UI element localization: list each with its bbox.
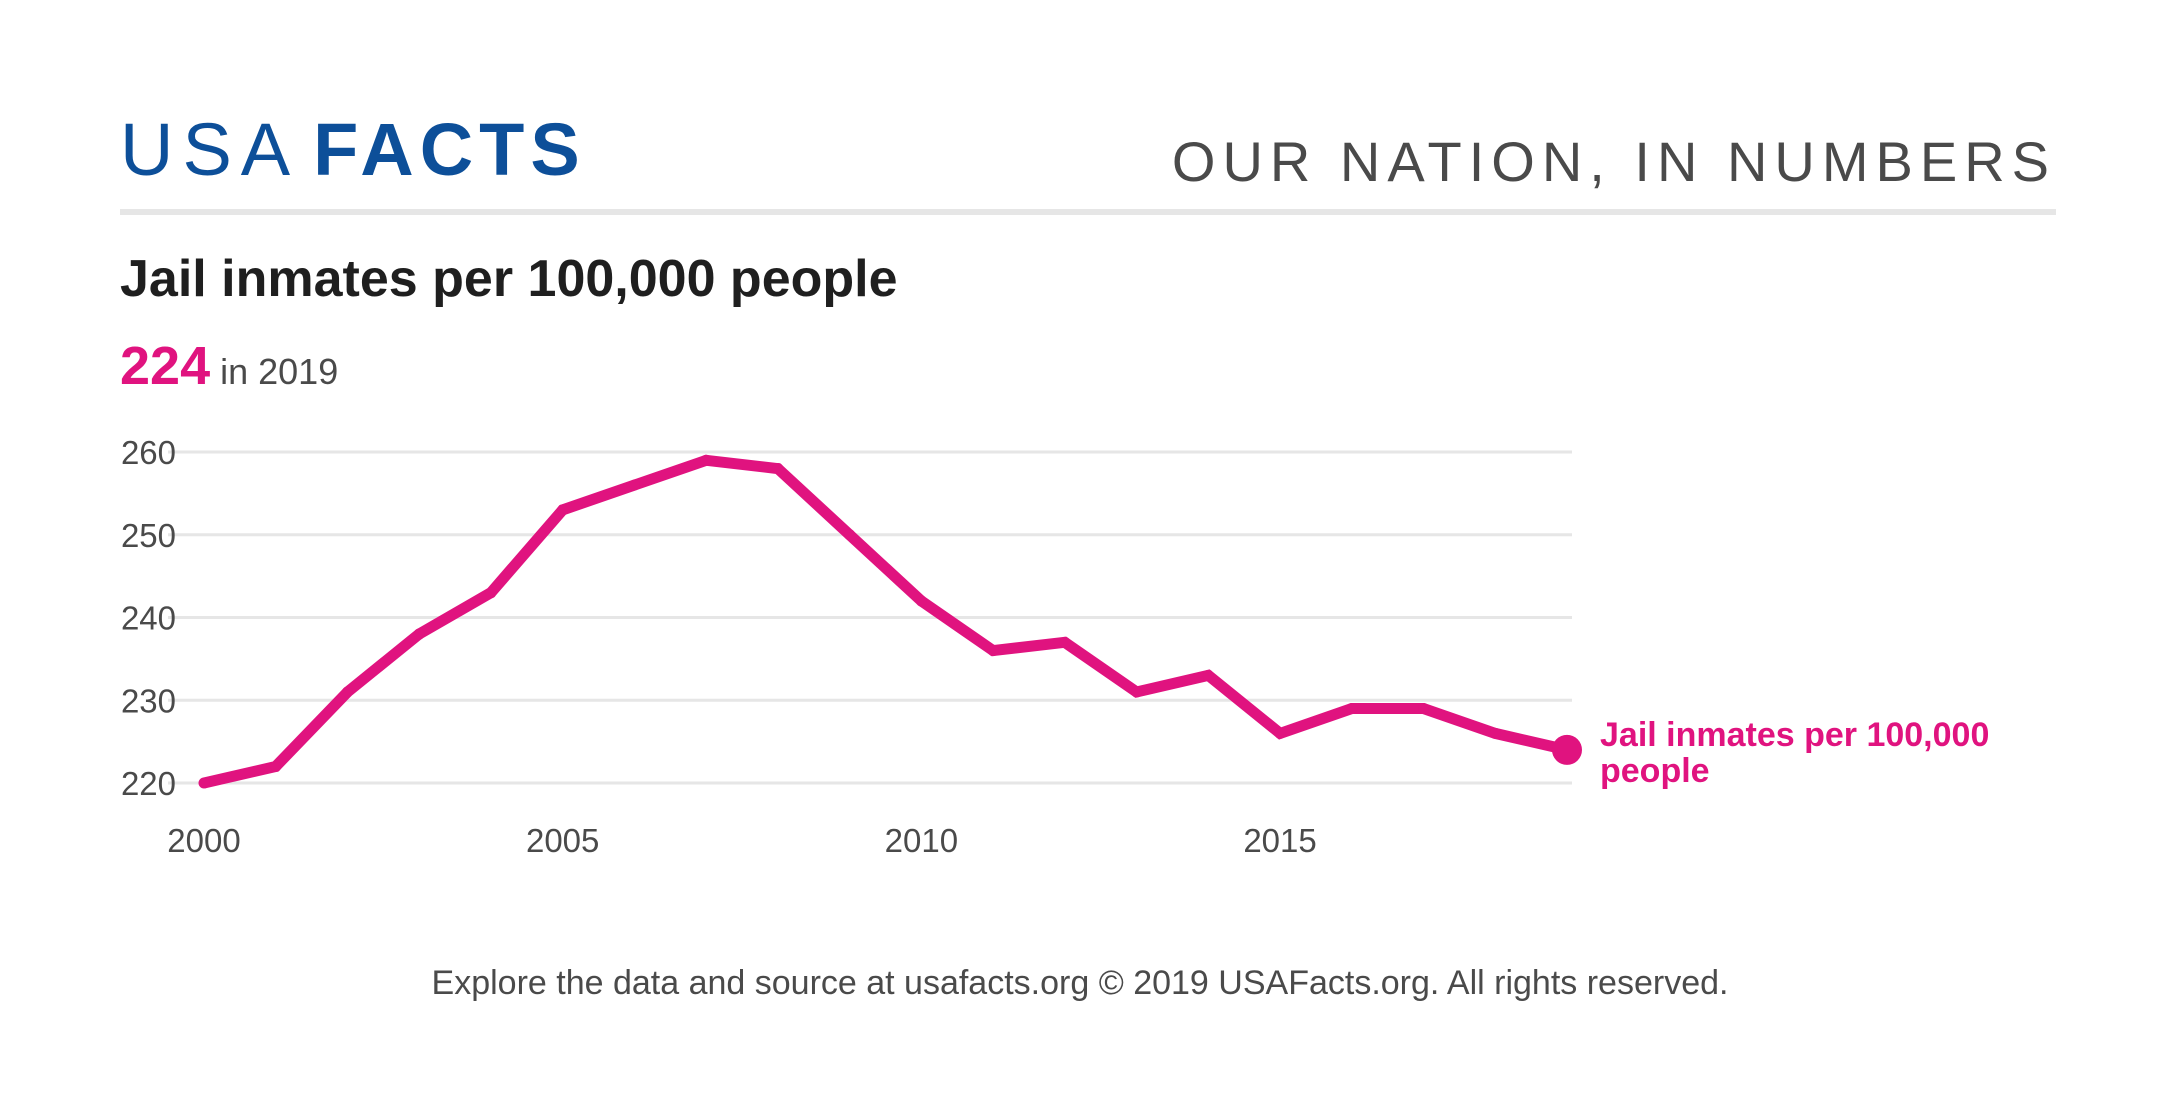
- data-point-2000: [198, 777, 210, 789]
- series-end-marker: [1552, 734, 1582, 765]
- data-point-2010: [915, 595, 927, 607]
- headline-period: in 2019: [220, 351, 339, 392]
- data-point-2011: [987, 645, 999, 657]
- headline-stat: 224 in 2019: [120, 334, 338, 412]
- data-point-2016: [1346, 703, 1358, 715]
- data-point-2005: [557, 504, 569, 516]
- data-point-2013: [1131, 686, 1143, 698]
- data-point-2009: [844, 529, 856, 541]
- data-point-2015: [1274, 727, 1286, 739]
- x-axis-tick-labels: 2000 2005 2010 2015: [167, 822, 1316, 859]
- y-tick-label: 220: [121, 765, 176, 802]
- logo-usa-text: USA: [120, 108, 300, 191]
- headline-value: 224: [120, 336, 211, 396]
- tagline: OUR NATION, IN NUMBERS: [1171, 130, 2056, 193]
- chart-title: Jail inmates per 100,000 people: [120, 250, 898, 308]
- data-point-2018: [1489, 727, 1501, 739]
- y-tick-label: 230: [121, 682, 176, 719]
- header-divider: [120, 209, 2056, 215]
- x-tick-label: 2015: [1243, 822, 1316, 859]
- data-point-2003: [413, 628, 425, 640]
- usafacts-logo[interactable]: USA FACTS: [120, 110, 586, 190]
- y-tick-label: 240: [121, 600, 176, 637]
- series-layer: Jail inmates per 100,000 people: [198, 454, 1989, 790]
- x-tick-label: 2000: [167, 822, 240, 859]
- series-label-line: people: [1600, 752, 1710, 790]
- logo-facts-text: FACTS: [313, 108, 586, 191]
- y-tick-label: 250: [121, 517, 176, 554]
- data-point-2012: [1059, 636, 1071, 648]
- data-point-2017: [1418, 703, 1430, 715]
- data-point-2002: [341, 686, 353, 698]
- x-tick-label: 2005: [526, 822, 599, 859]
- series-label-line: Jail inmates per 100,000: [1600, 716, 1989, 754]
- y-tick-label: 260: [121, 434, 176, 471]
- data-point-2004: [485, 587, 497, 599]
- series-label: Jail inmates per 100,000 people: [1600, 716, 1989, 790]
- grid-lines: [168, 450, 1572, 785]
- data-point-2001: [270, 760, 282, 772]
- x-tick-label: 2010: [885, 822, 958, 859]
- series-line: [202, 454, 1569, 789]
- line-chart: 220 230 240 250 260 2000 2005 2010 2015 Jail in…: [121, 434, 1989, 859]
- data-point-2007: [700, 454, 712, 466]
- y-axis-tick-labels: 220 230 240 250 260: [121, 434, 176, 802]
- footer-credit: Explore the data and source at usafacts.…: [431, 964, 1729, 1002]
- data-point-2006: [628, 479, 640, 491]
- data-point-2008: [772, 463, 784, 475]
- data-point-2014: [1202, 669, 1214, 681]
